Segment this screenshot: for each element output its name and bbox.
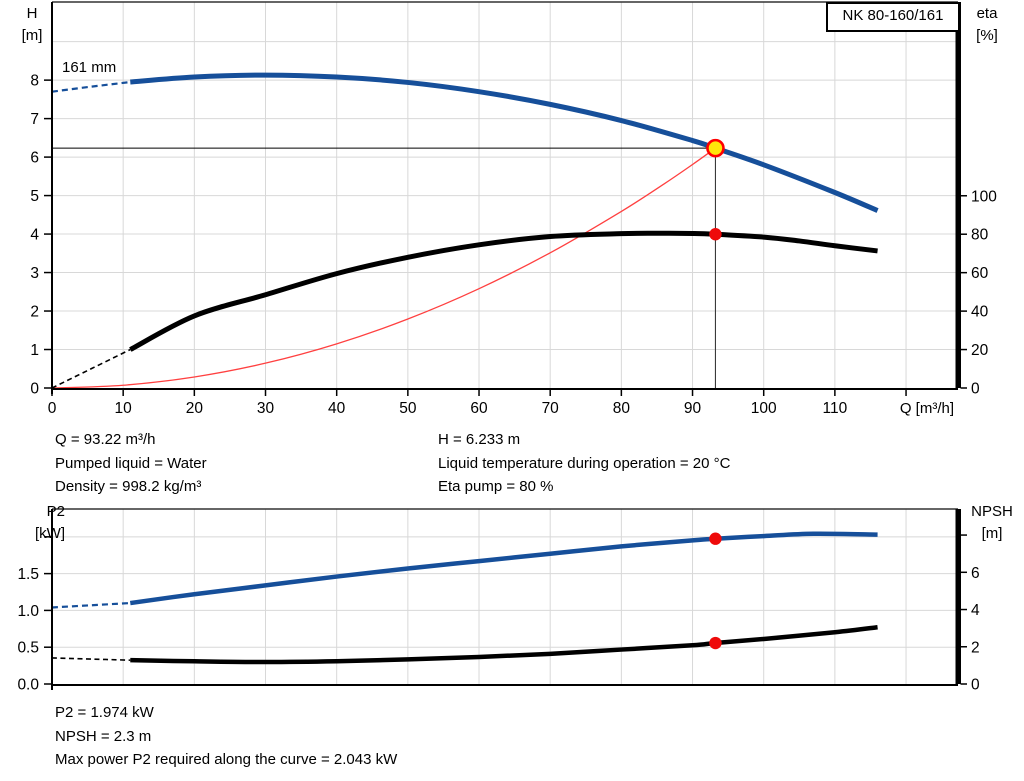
bottom-info: P2 = 1.974 kW NPSH = 2.3 m Max power P2 …	[55, 701, 397, 772]
npsh-readout: NPSH = 2.3 m	[55, 727, 152, 745]
eta-pump-readout: Eta pump = 80 %	[438, 478, 554, 495]
right-axis-line	[955, 509, 961, 684]
x-tick-label: 20	[186, 400, 204, 417]
system-curve	[51, 147, 716, 389]
x-tick-label: 40	[328, 400, 346, 417]
pumped-liquid-readout: Pumped liquid = Water	[55, 454, 207, 472]
npsh-point-marker	[709, 636, 722, 650]
left-tick-label: 1	[30, 342, 39, 359]
eta-point-marker	[709, 228, 722, 241]
duty-point-marker[interactable]	[706, 138, 725, 158]
q-axis-label: Q [m³/h]	[899, 400, 954, 417]
right-tick-label: 20	[971, 342, 989, 359]
top-info-right: H = 6.233 m Liquid temperature during op…	[438, 428, 730, 499]
x-tick-label: 50	[399, 400, 417, 417]
p2-axis-label-symbol: P2	[46, 503, 65, 520]
p2-axis-label: P2 [kW]	[15, 501, 65, 545]
npsh-curve-lead	[51, 657, 131, 661]
eta-axis-label-unit: [%]	[976, 27, 998, 44]
npsh-axis-label-unit: [m]	[981, 525, 1003, 542]
left-tick-label: 8	[30, 73, 39, 90]
x-tick-label: 90	[684, 400, 702, 417]
x-tick-label: 70	[542, 400, 560, 417]
eta-curve-lead	[51, 348, 131, 389]
left-tick-label: 3	[30, 265, 39, 282]
qh-curve	[130, 72, 879, 213]
pump-model-box: NK 80-160/161	[826, 2, 960, 32]
eta-curve	[129, 230, 878, 352]
left-tick-label: 0.0	[17, 677, 39, 694]
left-tick-label: 1.0	[17, 603, 39, 620]
left-tick-label: 4	[30, 227, 39, 244]
h-axis-label: H [m]	[14, 3, 50, 47]
top-info-left: Q = 93.22 m³/h Pumped liquid = Water Den…	[55, 428, 207, 499]
p2-readout: P2 = 1.974 kW	[55, 704, 154, 721]
p2-axis-label-unit: [kW]	[35, 525, 65, 542]
left-tick-label: 1.5	[17, 566, 39, 583]
duty-head-readout: H = 6.233 m	[438, 431, 521, 448]
right-tick-label: 40	[971, 304, 989, 321]
duty-flow-readout: Q = 93.22 m³/h	[55, 431, 156, 448]
x-tick-label: 10	[115, 400, 133, 417]
left-tick-label: 0	[30, 381, 39, 398]
left-tick-label: 0.5	[17, 640, 39, 657]
right-tick-label: 2	[971, 639, 980, 656]
max-power-readout: Max power P2 required along the curve = …	[55, 751, 398, 768]
gridlines	[52, 509, 958, 684]
h-axis-label-symbol: H	[26, 5, 38, 22]
right-tick-label: 4	[971, 602, 980, 619]
h-axis-label-unit: [m]	[21, 27, 43, 44]
left-tick-label: 2	[30, 304, 39, 321]
right-axis-line	[955, 2, 961, 388]
right-tick-label: 0	[971, 381, 980, 398]
qh-curve-lead	[51, 80, 131, 93]
p2-point-marker	[709, 532, 722, 545]
right-tick-label: 0	[971, 677, 980, 694]
x-tick-label: 110	[823, 400, 848, 417]
left-tick-label: 6	[30, 150, 39, 167]
p2-curve	[129, 531, 878, 606]
right-tick-label: 100	[971, 188, 997, 205]
qh-eta-chart-plot-area[interactable]	[52, 2, 958, 388]
npsh-axis-label: NPSH [m]	[964, 501, 1020, 545]
right-tick-label: 6	[971, 565, 980, 582]
npsh-curve	[130, 624, 878, 665]
x-tick-label: 0	[48, 400, 57, 417]
left-tick-label: 7	[30, 111, 39, 128]
right-tick-label: 80	[971, 227, 989, 244]
gridlines	[52, 2, 958, 388]
x-tick-label: 80	[613, 400, 631, 417]
liquid-temperature-readout: Liquid temperature during operation = 20…	[438, 454, 731, 472]
npsh-axis-label-symbol: NPSH	[971, 503, 1013, 520]
right-tick-label: 60	[971, 265, 989, 282]
x-tick-label: 100	[751, 400, 777, 417]
eta-axis-label-symbol: eta	[976, 5, 998, 22]
x-tick-label: 60	[470, 400, 488, 417]
impeller-diameter-label: 161 mm	[62, 59, 117, 76]
left-tick-label: 5	[30, 188, 39, 205]
density-readout: Density = 998.2 kg/m³	[55, 478, 202, 495]
x-tick-label: 30	[257, 400, 275, 417]
eta-axis-label: eta [%]	[968, 3, 1006, 47]
p2-npsh-chart: 0.0 0.5 1.0 1.5 0 2 4 6	[17, 508, 980, 694]
